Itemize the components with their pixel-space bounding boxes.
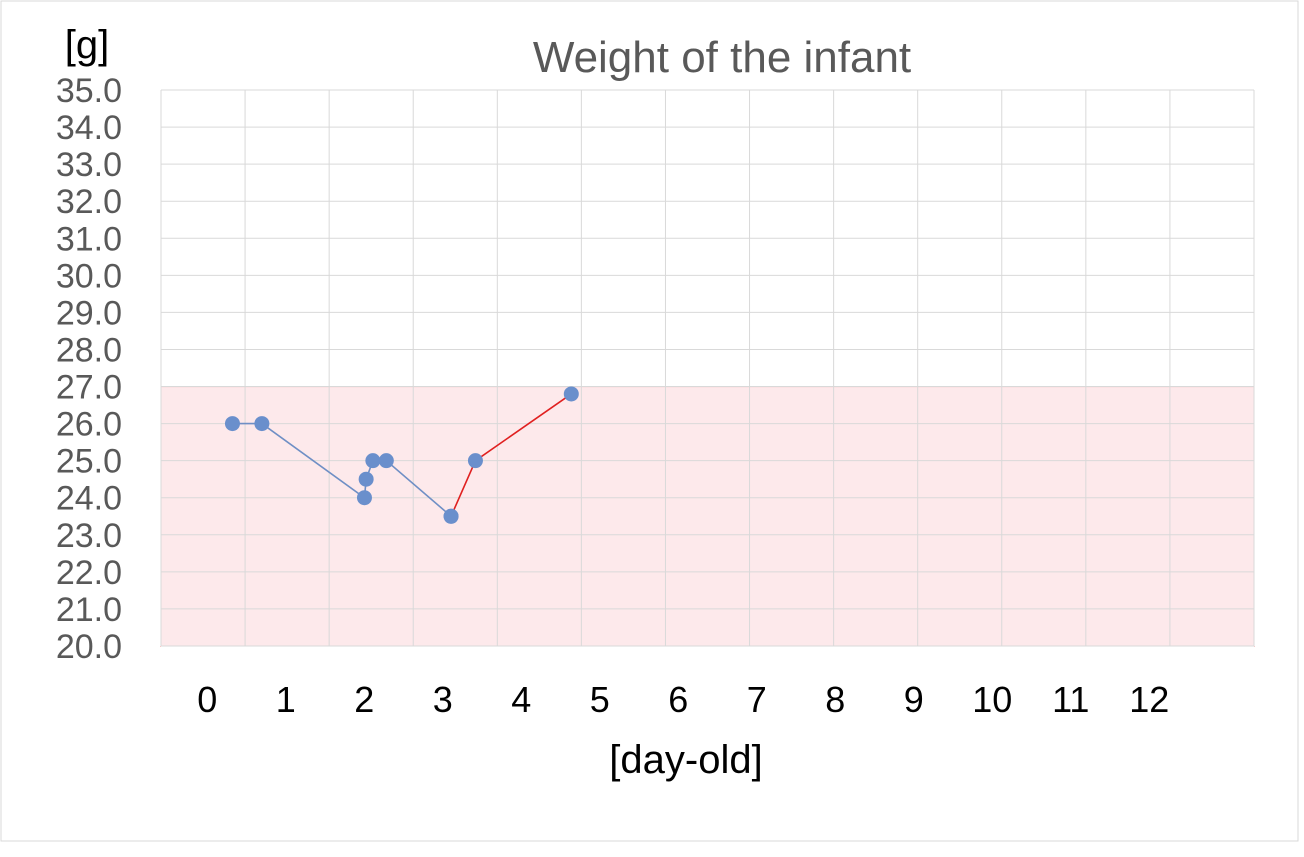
y-tick-label: 24.0 — [56, 480, 122, 518]
y-tick-label: 26.0 — [56, 406, 122, 444]
y-tick-label: 21.0 — [56, 591, 122, 629]
data-point — [358, 471, 374, 487]
y-tick-label: 33.0 — [56, 146, 122, 184]
y-axis-ticks: 20.021.022.023.024.025.026.027.028.029.0… — [56, 72, 122, 666]
data-point — [467, 453, 483, 469]
x-axis-label: [day-old] — [609, 738, 762, 782]
data-point — [224, 416, 240, 432]
series-layer — [224, 386, 579, 524]
data-point — [365, 453, 381, 469]
y-tick-label: 31.0 — [56, 220, 122, 258]
x-tick-label: 0 — [197, 679, 217, 720]
y-axis-label: [g] — [65, 23, 109, 67]
x-tick-label: 1 — [276, 679, 296, 720]
x-tick-label: 4 — [511, 679, 531, 720]
y-tick-label: 30.0 — [56, 257, 122, 295]
normal-range-rect — [160, 386, 1255, 647]
y-tick-label: 27.0 — [56, 369, 122, 407]
grid — [160, 89, 1255, 647]
x-tick-label: 2 — [354, 679, 374, 720]
x-tick-label: 7 — [747, 679, 767, 720]
chart-title: Weight of the infant — [533, 33, 911, 82]
y-tick-label: 32.0 — [56, 183, 122, 221]
y-tick-label: 34.0 — [56, 109, 122, 147]
y-tick-label: 22.0 — [56, 554, 122, 592]
y-tick-label: 28.0 — [56, 331, 122, 369]
data-point — [563, 386, 579, 402]
x-tick-label: 8 — [825, 679, 845, 720]
data-point — [356, 490, 372, 506]
data-point — [443, 508, 459, 524]
x-tick-label: 12 — [1129, 679, 1169, 720]
x-tick-label: 11 — [1052, 679, 1089, 720]
data-point — [254, 416, 270, 432]
x-tick-label: 9 — [904, 679, 924, 720]
y-tick-label: 23.0 — [56, 517, 122, 555]
x-tick-label: 6 — [668, 679, 688, 720]
y-tick-label: 35.0 — [56, 72, 122, 110]
x-tick-label: 10 — [972, 679, 1012, 720]
x-tick-label: 3 — [433, 679, 453, 720]
y-tick-label: 25.0 — [56, 443, 122, 481]
data-point — [378, 453, 394, 469]
normal-range-band — [160, 386, 1255, 647]
x-tick-label: 5 — [590, 679, 610, 720]
x-axis-ticks: 0 1 2 3 4 5 6 7 8 9 10 11 12 — [197, 679, 1169, 720]
y-tick-label: 29.0 — [56, 294, 122, 332]
y-tick-label: 20.0 — [56, 628, 122, 666]
